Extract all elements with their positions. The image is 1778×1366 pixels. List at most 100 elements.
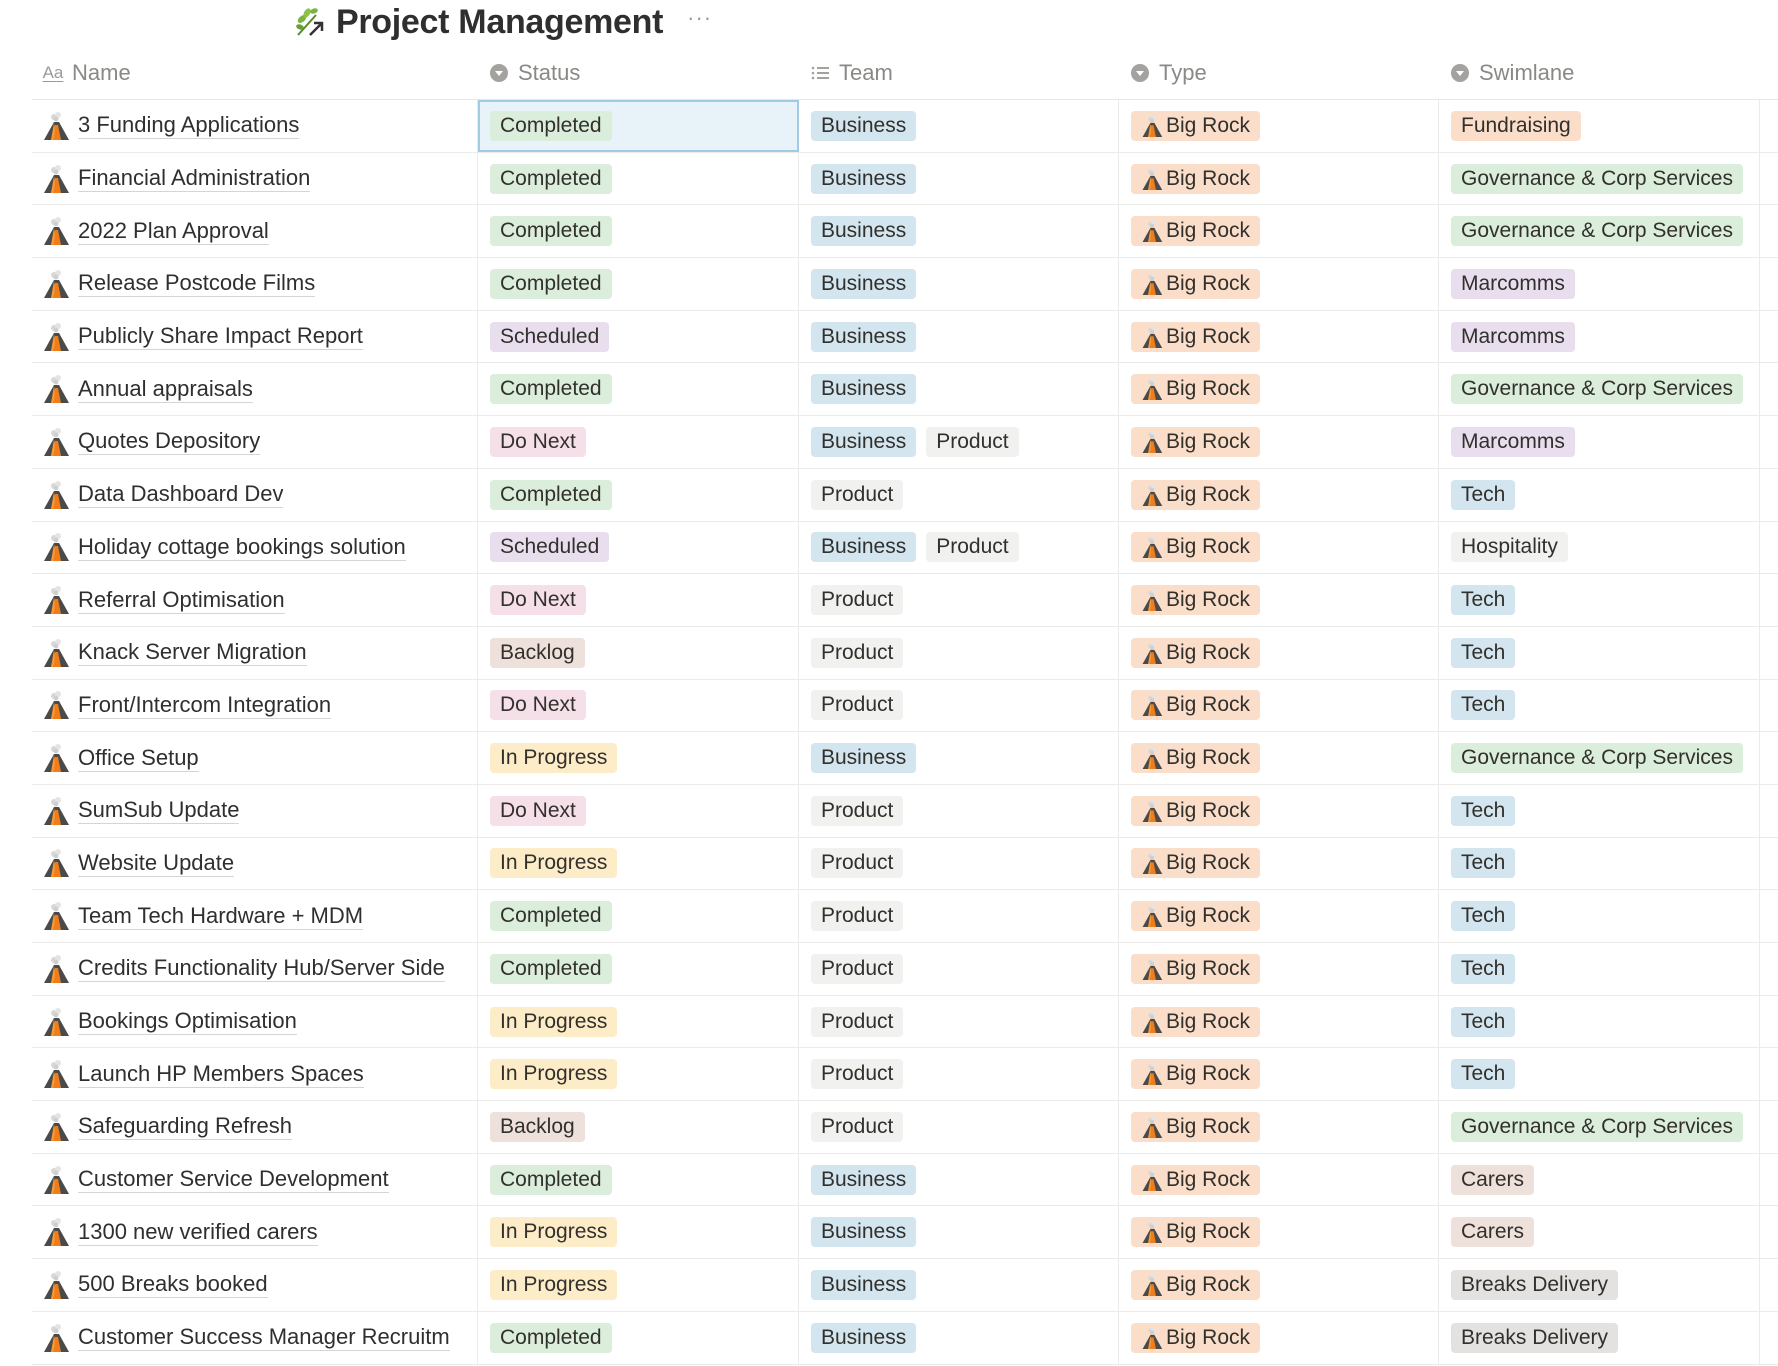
team-cell[interactable]: Product — [799, 679, 1119, 732]
type-cell[interactable]: Big Rock — [1119, 205, 1439, 258]
table-row[interactable]: 1300 new verified carers In Progress Busin… — [32, 1206, 1778, 1260]
row-title-link[interactable]: Release Postcode Films — [78, 270, 316, 298]
row-title-link[interactable]: Customer Success Manager Recruitm — [78, 1324, 450, 1352]
table-row[interactable]: Publicly Share Impact Report Scheduled Bus… — [32, 310, 1778, 364]
team-cell[interactable]: Product — [799, 1048, 1119, 1101]
team-cell[interactable]: Business — [799, 1153, 1119, 1206]
status-cell[interactable]: In Progress — [478, 1206, 799, 1259]
table-row[interactable]: Customer Service Development Completed Bus… — [32, 1153, 1778, 1207]
status-cell[interactable]: Do Next — [478, 679, 799, 732]
type-cell[interactable]: Big Rock — [1119, 468, 1439, 521]
team-cell[interactable]: Business — [799, 258, 1119, 310]
row-title-link[interactable]: 500 Breaks booked — [78, 1271, 268, 1299]
swimlane-cell[interactable]: Carers — [1439, 1206, 1760, 1259]
team-cell[interactable]: Business — [799, 732, 1119, 784]
table-row[interactable]: Credits Functionality Hub/Server Side Com… — [32, 943, 1778, 996]
team-cell[interactable]: Business — [799, 100, 1119, 152]
team-cell[interactable]: Business — [799, 152, 1119, 205]
team-cell[interactable]: Business — [799, 310, 1119, 363]
type-cell[interactable]: Big Rock — [1119, 310, 1439, 363]
column-header-team[interactable]: Team — [799, 47, 1119, 99]
status-cell[interactable]: Do Next — [478, 784, 799, 837]
type-cell[interactable]: Big Rock — [1119, 626, 1439, 679]
status-cell[interactable]: Completed — [478, 100, 799, 152]
name-cell[interactable]: Front/Intercom Integration — [32, 679, 478, 732]
team-cell[interactable]: Business — [799, 1206, 1119, 1259]
status-cell[interactable]: Completed — [478, 363, 799, 416]
type-cell[interactable]: Big Rock — [1119, 679, 1439, 732]
row-title-link[interactable]: Launch HP Members Spaces — [78, 1060, 364, 1088]
type-cell[interactable]: Big Rock — [1119, 416, 1439, 468]
status-cell[interactable]: Completed — [478, 943, 799, 995]
type-cell[interactable]: Big Rock — [1119, 1311, 1439, 1364]
table-row[interactable]: Bookings Optimisation In Progress Product … — [32, 995, 1778, 1049]
row-title-link[interactable]: Office Setup — [78, 744, 199, 772]
name-cell[interactable]: 500 Breaks booked — [32, 1259, 478, 1311]
type-cell[interactable]: Big Rock — [1119, 732, 1439, 784]
type-cell[interactable]: Big Rock — [1119, 837, 1439, 890]
status-cell[interactable]: Backlog — [478, 626, 799, 679]
row-title-link[interactable]: Credits Functionality Hub/Server Side — [78, 955, 445, 983]
type-cell[interactable]: Big Rock — [1119, 890, 1439, 942]
table-row[interactable]: Knack Server Migration Backlog Product Big… — [32, 626, 1778, 680]
type-cell[interactable]: Big Rock — [1119, 1101, 1439, 1153]
swimlane-cell[interactable]: Tech — [1439, 468, 1760, 521]
table-row[interactable]: Holiday cottage bookings solution Schedul… — [32, 521, 1778, 575]
row-title-link[interactable]: 3 Funding Applications — [78, 112, 300, 140]
swimlane-cell[interactable]: Breaks Delivery — [1439, 1311, 1760, 1364]
row-title-link[interactable]: Holiday cottage bookings solution — [78, 533, 406, 561]
swimlane-cell[interactable]: Fundraising — [1439, 100, 1760, 152]
row-title-link[interactable]: Customer Service Development — [78, 1166, 389, 1194]
row-title-link[interactable]: Team Tech Hardware + MDM — [78, 902, 364, 930]
table-row[interactable]: Referral Optimisation Do Next Product Big … — [32, 574, 1778, 627]
table-row[interactable]: 2022 Plan Approval Completed Business Big … — [32, 205, 1778, 259]
team-cell[interactable]: Product — [799, 943, 1119, 995]
swimlane-cell[interactable]: Breaks Delivery — [1439, 1259, 1760, 1311]
swimlane-cell[interactable]: Tech — [1439, 890, 1760, 942]
column-header-name[interactable]: Aa Name — [32, 47, 478, 99]
status-cell[interactable]: Completed — [478, 468, 799, 521]
row-title-link[interactable]: Front/Intercom Integration — [78, 691, 332, 719]
status-cell[interactable]: In Progress — [478, 1048, 799, 1101]
table-row[interactable]: Front/Intercom Integration Do Next Product… — [32, 679, 1778, 733]
name-cell[interactable]: Customer Success Manager Recruitm — [32, 1311, 478, 1364]
name-cell[interactable]: 1300 new verified carers — [32, 1206, 478, 1259]
team-cell[interactable]: Business — [799, 363, 1119, 416]
name-cell[interactable]: Publicly Share Impact Report — [32, 310, 478, 363]
table-row[interactable]: Launch HP Members Spaces In Progress Produ… — [32, 1048, 1778, 1102]
table-row[interactable]: Office Setup In Progress Business Big Rock… — [32, 732, 1778, 785]
name-cell[interactable]: Safeguarding Refresh — [32, 1101, 478, 1153]
type-cell[interactable]: Big Rock — [1119, 100, 1439, 152]
type-cell[interactable]: Big Rock — [1119, 521, 1439, 574]
table-row[interactable]: 500 Breaks booked In Progress Business Big… — [32, 1259, 1778, 1312]
team-cell[interactable]: Product — [799, 626, 1119, 679]
status-cell[interactable]: Completed — [478, 890, 799, 942]
type-cell[interactable]: Big Rock — [1119, 1206, 1439, 1259]
name-cell[interactable]: 3 Funding Applications — [32, 100, 478, 152]
swimlane-cell[interactable]: Tech — [1439, 995, 1760, 1048]
status-cell[interactable]: Scheduled — [478, 521, 799, 574]
row-title-link[interactable]: Website Update — [78, 849, 235, 877]
table-row[interactable]: Quotes Depository Do Next Business Product … — [32, 416, 1778, 469]
team-cell[interactable]: Product — [799, 995, 1119, 1048]
name-cell[interactable]: Customer Service Development — [32, 1153, 478, 1206]
swimlane-cell[interactable]: Governance & Corp Services — [1439, 1101, 1760, 1153]
status-cell[interactable]: Completed — [478, 1153, 799, 1206]
name-cell[interactable]: 2022 Plan Approval — [32, 205, 478, 258]
name-cell[interactable]: Annual appraisals — [32, 363, 478, 416]
name-cell[interactable]: SumSub Update — [32, 784, 478, 837]
name-cell[interactable]: Credits Functionality Hub/Server Side — [32, 943, 478, 995]
table-row[interactable]: Team Tech Hardware + MDM Completed Product… — [32, 890, 1778, 943]
status-cell[interactable]: Completed — [478, 258, 799, 310]
row-title-link[interactable]: Knack Server Migration — [78, 639, 307, 667]
table-row[interactable]: Financial Administration Completed Busines… — [32, 152, 1778, 206]
status-cell[interactable]: Completed — [478, 205, 799, 258]
row-title-link[interactable]: 2022 Plan Approval — [78, 217, 269, 245]
type-cell[interactable]: Big Rock — [1119, 995, 1439, 1048]
status-cell[interactable]: In Progress — [478, 837, 799, 890]
status-cell[interactable]: In Progress — [478, 732, 799, 784]
column-header-type[interactable]: Type — [1119, 47, 1439, 99]
row-title-link[interactable]: Referral Optimisation — [78, 586, 285, 614]
name-cell[interactable]: Bookings Optimisation — [32, 995, 478, 1048]
table-row[interactable]: Website Update In Progress Product Big Roc… — [32, 837, 1778, 891]
